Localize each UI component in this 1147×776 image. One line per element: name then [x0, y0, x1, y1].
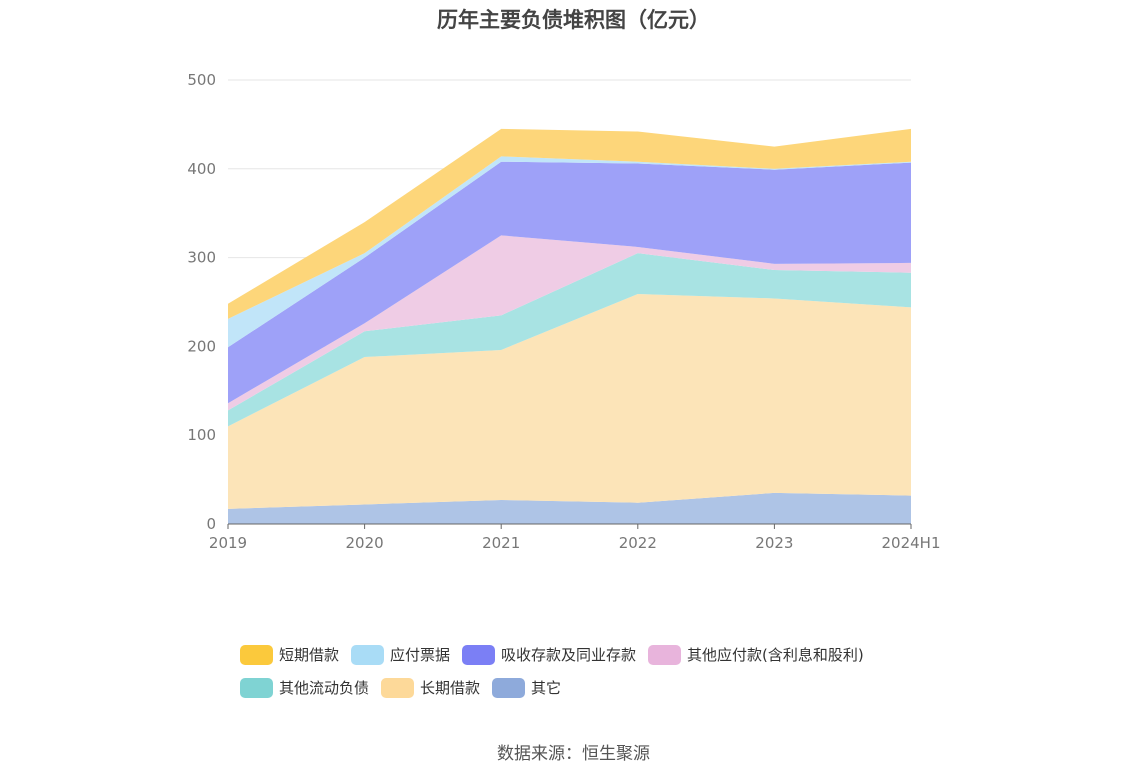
legend-item[interactable]: 应付票据	[351, 644, 450, 665]
legend-swatch	[462, 644, 496, 665]
x-tick-label: 2019	[209, 534, 247, 552]
legend-label: 其他流动负债	[279, 679, 370, 697]
legend-swatch	[240, 644, 273, 665]
legend-swatch	[492, 677, 526, 698]
legend-row: 短期借款 应付票据 吸收存款及同业存款 其他应付款(含利息和股利)	[240, 638, 940, 671]
axes: 0 100 200 300 400 500 2019 2020 2021 2022 2023 2024…	[187, 71, 940, 552]
y-tick-label: 300	[187, 249, 216, 267]
legend-swatch	[240, 677, 273, 698]
legend-item[interactable]: 其他流动负债	[240, 677, 369, 698]
area-series-6[interactable]	[228, 128, 911, 319]
legend-label: 吸收存款及同业存款	[501, 646, 637, 664]
legend-item[interactable]: 短期借款	[240, 644, 339, 665]
area-series-layer	[228, 128, 911, 524]
chart-title: 历年主要负债堆积图（亿元）	[437, 8, 710, 32]
legend-item[interactable]: 其它	[492, 677, 561, 698]
y-tick-label: 400	[187, 160, 216, 178]
x-tick-label: 2024H1	[882, 534, 941, 552]
legend: 短期借款 应付票据 吸收存款及同业存款 其他应付款(含利息和股利) 其他流动负债 长期借…	[240, 638, 940, 704]
area-series-0[interactable]	[228, 492, 911, 524]
x-tick-label: 2022	[619, 534, 657, 552]
x-tick-label: 2020	[346, 534, 384, 552]
x-tick-label: 2021	[482, 534, 520, 552]
y-tick-label: 100	[187, 426, 216, 444]
legend-item[interactable]: 其他应付款(含利息和股利)	[648, 644, 864, 665]
legend-swatch	[381, 677, 415, 698]
legend-label: 应付票据	[390, 646, 451, 664]
legend-swatch	[351, 644, 385, 665]
stacked-area-chart: 0 100 200 300 400 500 2019 2020 2021 2022 2023 2024…	[187, 71, 940, 552]
legend-label: 长期借款	[420, 679, 481, 697]
legend-row: 其他流动负债 长期借款 其它	[240, 671, 940, 704]
legend-label: 其它	[531, 679, 562, 697]
source-note: 数据来源：恒生聚源	[497, 744, 650, 764]
area-series-2[interactable]	[228, 253, 911, 427]
legend-item[interactable]: 吸收存款及同业存款	[462, 644, 636, 665]
area-series-4[interactable]	[228, 161, 911, 404]
area-series-3[interactable]	[228, 235, 911, 411]
y-tick-label: 200	[187, 337, 216, 355]
y-tick-label: 0	[206, 515, 216, 533]
legend-label: 短期借款	[279, 646, 340, 664]
area-series-1[interactable]	[228, 294, 911, 509]
y-tick-label: 500	[187, 71, 216, 89]
legend-label: 其他应付款(含利息和股利)	[687, 646, 864, 664]
legend-swatch	[648, 644, 682, 665]
legend-item[interactable]: 长期借款	[381, 677, 480, 698]
x-tick-label: 2023	[755, 534, 793, 552]
